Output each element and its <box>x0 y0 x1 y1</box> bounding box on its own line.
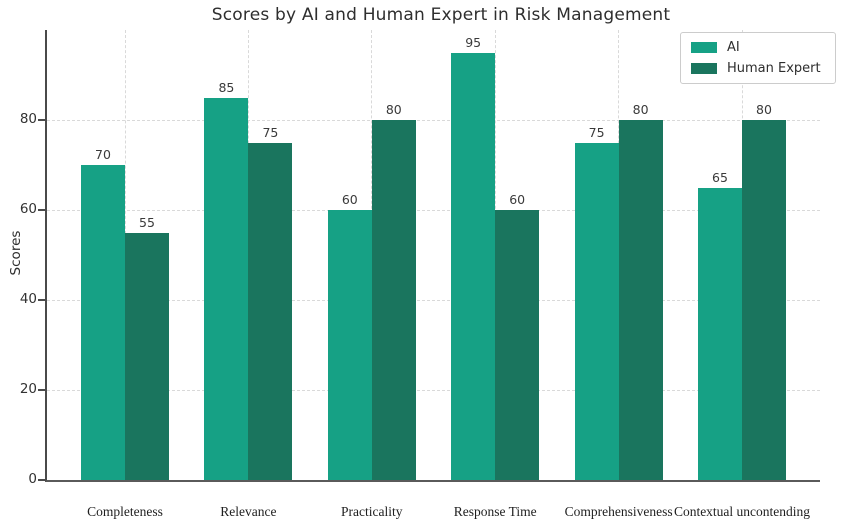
chart-title: Scores by AI and Human Expert in Risk Ma… <box>211 5 671 25</box>
x-category-label-comprehensiveness: Comprehensiveness <box>564 504 673 519</box>
bar-human-expert-relevance <box>248 142 293 480</box>
bar-human-expert-contextual-uncontending <box>742 120 786 480</box>
bar-value-label: 75 <box>588 124 605 140</box>
y-tick-mark <box>38 389 45 391</box>
legend-label-human-expert: Human Expert <box>727 61 821 76</box>
bar-value-label: 60 <box>509 192 526 207</box>
bar-ai-relevance <box>204 97 249 480</box>
bar-value-label: 80 <box>632 102 649 117</box>
bar-value-label: 70 <box>95 147 111 162</box>
ai-color-swatch <box>691 42 717 53</box>
x-category-label-contextual-uncontending: Contextual uncontending <box>673 504 811 519</box>
x-category-label-relevance: Relevance <box>220 504 277 519</box>
y-tick-mark <box>38 299 45 301</box>
x-category-label-completeness: Completeness <box>87 504 163 519</box>
bar-value-label: 80 <box>756 102 772 117</box>
bar-value-label: 55 <box>139 214 155 230</box>
y-tick-label: 0 <box>28 471 37 487</box>
bar-value-label: 85 <box>218 79 235 95</box>
bar-human-expert-practicality <box>371 120 416 480</box>
plot-area: 0 20 40 60 80 70 55 Completeness 85 75 Relevance 60… <box>20 30 820 519</box>
legend-item-ai: AI <box>691 40 821 55</box>
gridline-h <box>47 299 820 301</box>
y-tick-mark <box>38 479 45 481</box>
gridline-h <box>47 209 820 211</box>
y-axis-label: Scores <box>8 230 24 276</box>
x-category-label-response-time: Response Time <box>453 504 537 519</box>
bar-ai-practicality <box>327 210 372 480</box>
bar-value-label: 80 <box>385 102 402 117</box>
y-tick-label: 20 <box>19 381 37 397</box>
bar-value-label: 60 <box>341 192 358 207</box>
x-category-label-practicality: Practicality <box>341 504 403 519</box>
bar-value-label: 65 <box>712 169 728 185</box>
bar-value-label: 95 <box>465 34 482 50</box>
gridline-h <box>47 389 820 391</box>
bar-human-expert-comprehensiveness <box>618 120 663 480</box>
legend: AI Human Expert <box>680 32 836 84</box>
legend-item-human-expert: Human Expert <box>691 61 821 76</box>
y-tick-label: 80 <box>19 111 37 127</box>
bar-ai-comprehensiveness <box>574 142 619 480</box>
bar-ai-contextual-uncontending <box>698 187 742 480</box>
bar-human-expert-completeness <box>125 232 169 480</box>
y-tick-label: 40 <box>19 291 37 307</box>
y-tick-mark <box>38 209 45 211</box>
y-tick-label: 60 <box>19 201 37 217</box>
gridline-h <box>47 119 820 121</box>
bar-ai-response-time <box>451 52 496 480</box>
y-tick-mark <box>38 119 45 121</box>
bar-ai-completeness <box>81 165 125 480</box>
bar-human-expert-response-time <box>495 210 540 480</box>
human-expert-color-swatch <box>691 63 717 74</box>
legend-label-ai: AI <box>727 40 740 55</box>
bar-value-label: 75 <box>262 124 279 140</box>
